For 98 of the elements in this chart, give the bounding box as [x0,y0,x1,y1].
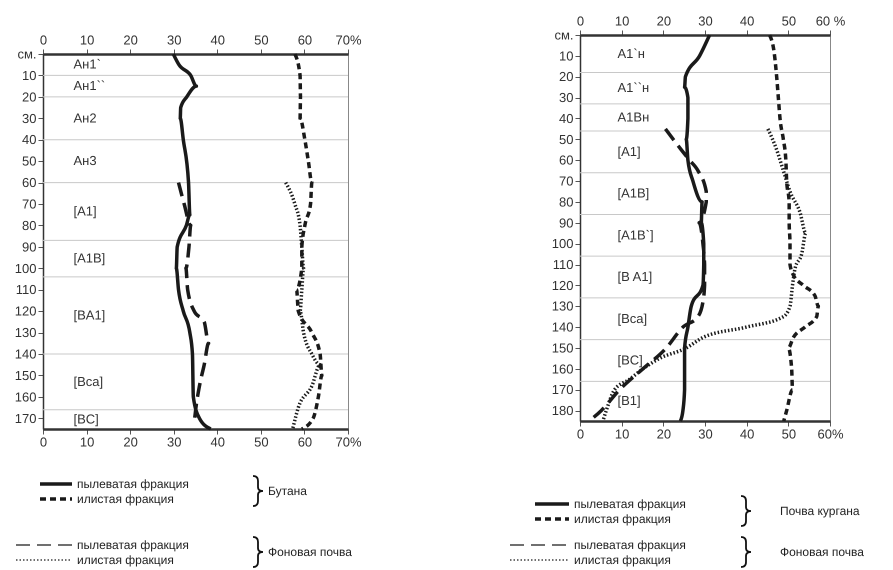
y-tick-label: 130 [552,298,574,314]
x2-tick-label: 0 [40,32,48,48]
text: Фоновая почва [780,545,864,559]
annotation: Ан1`` [74,78,106,94]
x2-tick-label: 30 [166,32,182,48]
y-tick-label: 100 [552,236,574,252]
y-tick-label: 140 [14,346,36,362]
y-tick-label: 150 [14,368,36,383]
annotation: A1``н [618,80,650,96]
annotation: [BA1] [74,307,106,322]
x2-tick-label: 10 [614,14,630,28]
x2-tick-label: 40 [210,32,226,48]
x-tick-label: 30 [166,434,182,450]
x-tick-label: 20 [123,434,138,450]
annotation: [A1] [74,204,97,218]
y-tick-label: 80 [22,218,36,233]
y-tick-label: 150 [552,340,574,356]
legend-label: пылеватая фракция [77,477,189,491]
legend-label: пылеватая фракция [77,538,189,552]
annotation: A1`н [618,46,645,61]
legend-label: илистая фракция [77,492,174,506]
x2-tick-label: 0 [576,14,584,28]
y-tick-label: 40 [22,132,36,148]
x-tick-label: 60 [298,434,312,450]
y-tick-label: 70 [559,174,574,189]
y-tick-label: 70 [22,196,36,212]
annotation: [BC] [74,411,99,426]
x2-tick-label: 30 [698,14,713,28]
x-tick-label: 40 [740,426,754,442]
annotation: [A1B`] [618,227,654,242]
x-tick-label: 10 [80,434,94,450]
y-tick-label: 20 [22,89,36,104]
x2-tick-label: 40 [740,14,754,28]
x2-tick-label: 60 % [816,14,846,28]
y-tick-label: 60 [22,175,36,190]
y-tick-label: 110 [552,257,574,272]
y-tick-label: 80 [559,194,574,210]
text: Бутана [268,484,307,498]
legend-label: илистая фракция [574,512,671,526]
text: Фоновая почва [268,545,352,559]
x2-tick-label: 50 [782,14,796,28]
x-tick-label: 70% [335,434,362,450]
text: Почва кургана [780,504,860,518]
annotation: [BC] [618,352,643,368]
y-tick-label: см. [554,28,574,42]
y-tick-label: 60 [559,152,574,168]
x-tick-label: 50 [254,434,269,450]
legend-label: илистая фракция [574,553,671,567]
y-tick-label: 170 [552,382,574,398]
annotation: [B A1] [618,269,652,284]
annotation: [Bca] [618,310,648,326]
y-tick-label: 180 [552,403,574,418]
y-tick-label: 10 [559,48,574,64]
x-tick-label: 10 [614,426,630,442]
y-tick-label: 50 [559,132,574,147]
y-tick-label: 10 [22,68,36,83]
y-tick-label: 90 [559,215,574,230]
annotation: [Bca] [74,374,104,389]
x-tick-label: 60% [817,426,844,442]
annotation: [B1] [618,393,641,408]
annotation: [A1] [618,144,641,159]
x2-tick-label: 20 [656,14,672,28]
y-tick-label: 20 [559,69,574,84]
x2-tick-label: 10 [80,32,94,48]
annotation: Ан3 [74,153,97,168]
x2-tick-label: 70% [335,32,362,48]
y-tick-label: см. [17,46,36,62]
y-tick-label: 90 [22,239,36,254]
annotation: Ан1` [74,56,101,72]
y-tick-label: 110 [16,282,36,298]
x2-tick-label: 20 [123,32,138,48]
legend-label: илистая фракция [77,553,174,567]
legend-label: пылеватая фракция [574,538,686,552]
x-tick-label: 0 [576,426,584,442]
y-tick-label: 40 [559,110,574,126]
annotation: Ан2 [74,110,97,126]
annotation: A1Вн [618,109,650,124]
x-tick-label: 50 [782,426,796,442]
x-tick-label: 20 [656,426,672,442]
x-tick-label: 40 [210,434,226,450]
y-tick-label: 50 [22,154,36,169]
y-tick-label: 30 [559,90,574,106]
y-tick-label: 130 [14,325,36,340]
y-tick-label: 120 [14,304,36,319]
y-tick-label: 100 [14,260,36,276]
legend-label: пылеватая фракция [574,497,686,511]
x-tick-label: 0 [40,434,48,450]
y-tick-label: 160 [552,361,574,376]
y-tick-label: 140 [552,320,574,335]
x2-tick-label: 60 [298,32,312,48]
annotation: [A1B] [74,250,106,266]
x2-tick-label: 50 [254,32,269,48]
y-tick-label: 160 [14,389,36,404]
y-tick-label: 120 [552,278,574,293]
x-tick-label: 30 [698,426,713,442]
y-tick-label: 30 [22,110,36,126]
y-tick-label: 170 [14,410,36,426]
annotation: [A1B] [618,186,650,201]
